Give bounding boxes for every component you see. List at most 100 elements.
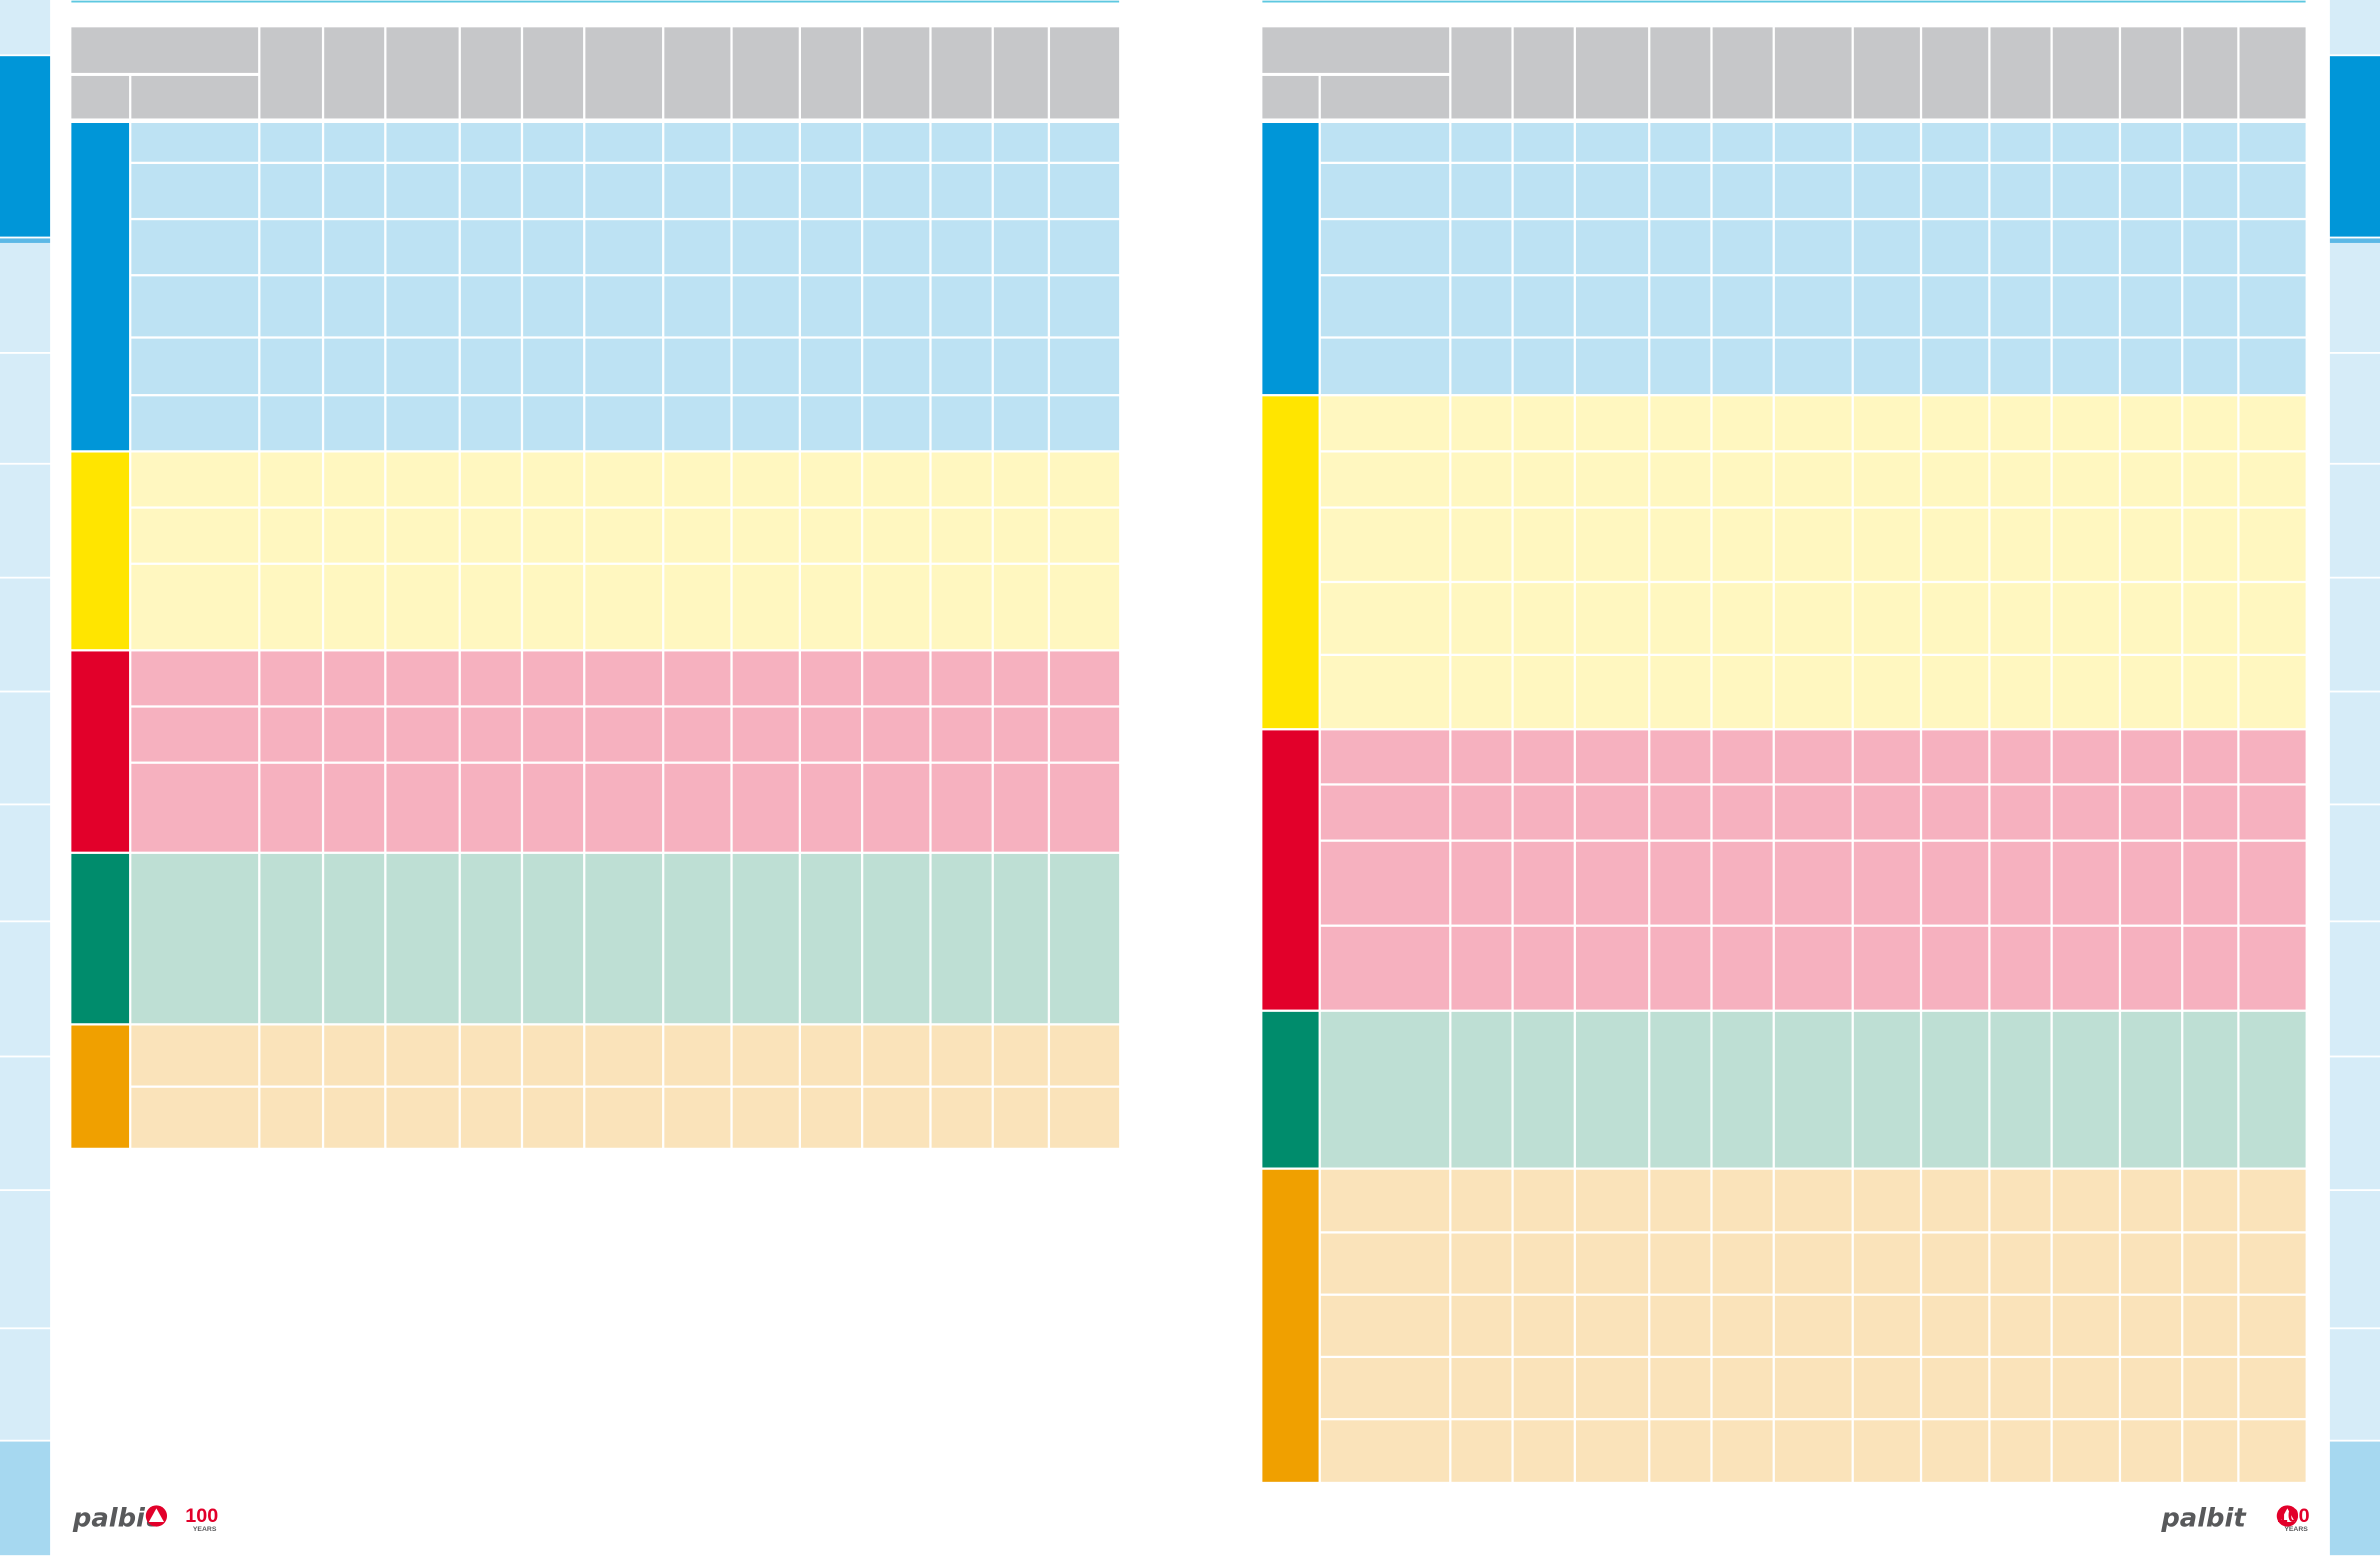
cell xyxy=(1712,1233,1773,1294)
cell xyxy=(386,220,459,275)
cell xyxy=(1774,396,1852,451)
cell xyxy=(1513,338,1574,395)
cell xyxy=(1853,1295,1920,1356)
cell xyxy=(931,508,992,563)
cell xyxy=(1320,396,1450,451)
cell xyxy=(993,763,1048,852)
cell xyxy=(1712,656,1773,729)
cell xyxy=(2052,1295,2119,1356)
cell xyxy=(1774,276,1852,337)
cell xyxy=(664,853,731,1024)
left-logo: palbit 100 YEARS xyxy=(72,1504,218,1534)
side-tab xyxy=(2329,56,2380,237)
cell xyxy=(993,338,1048,395)
cell xyxy=(1451,656,1512,729)
cell xyxy=(2239,452,2306,507)
cell xyxy=(993,1025,1048,1086)
cell xyxy=(1774,123,1852,162)
cell xyxy=(1513,583,1574,654)
cell xyxy=(2121,730,2182,784)
cell xyxy=(801,1025,861,1086)
cell xyxy=(1050,1025,1120,1086)
cell xyxy=(1922,1358,1989,1419)
cell xyxy=(1774,730,1852,784)
cell xyxy=(1451,1011,1512,1168)
cell xyxy=(1575,1011,1649,1168)
group-bar xyxy=(1262,730,1319,1010)
cell xyxy=(1990,785,2051,840)
cell xyxy=(324,763,385,852)
cell xyxy=(1853,276,1920,337)
cell xyxy=(2121,338,2182,395)
cell xyxy=(2121,785,2182,840)
cell xyxy=(863,123,930,162)
cell xyxy=(801,396,861,451)
cell xyxy=(1451,1169,1512,1232)
cell xyxy=(1853,508,1920,581)
cell xyxy=(1712,123,1773,162)
cell xyxy=(1513,841,1574,925)
cell xyxy=(931,123,992,162)
cell xyxy=(1853,926,1920,1010)
cell xyxy=(131,651,259,706)
header-cell xyxy=(2052,27,2119,119)
cell xyxy=(2052,452,2119,507)
cell xyxy=(1575,1233,1649,1294)
header-cell xyxy=(585,27,663,119)
cell xyxy=(1320,452,1450,507)
cell xyxy=(2239,396,2306,451)
cell xyxy=(1320,730,1450,784)
side-tab xyxy=(0,1441,51,1556)
cell xyxy=(863,276,930,337)
cell xyxy=(2052,1011,2119,1168)
cell xyxy=(2239,164,2306,218)
cell xyxy=(1513,220,1574,275)
cell xyxy=(863,396,930,451)
cell xyxy=(1050,564,1120,650)
cell xyxy=(131,508,259,563)
cell xyxy=(131,853,259,1024)
cell xyxy=(324,220,385,275)
cell xyxy=(324,276,385,337)
cell xyxy=(523,396,584,451)
cell xyxy=(1451,1233,1512,1294)
cell xyxy=(260,338,322,395)
cell xyxy=(1451,1420,1512,1482)
brand: palbit xyxy=(72,1504,159,1534)
header-cell xyxy=(1451,27,1512,119)
header-cell xyxy=(732,27,799,119)
cell xyxy=(801,1087,861,1148)
cell xyxy=(1320,220,1450,275)
cell xyxy=(664,452,731,507)
cell xyxy=(1513,1420,1574,1482)
header-cell xyxy=(324,27,385,119)
cell xyxy=(1650,926,1711,1010)
cell xyxy=(523,853,584,1024)
cell xyxy=(2239,1420,2306,1482)
cell xyxy=(863,164,930,218)
cell xyxy=(523,338,584,395)
group-bar xyxy=(1262,396,1319,729)
header-cell xyxy=(1853,27,1920,119)
cell xyxy=(1922,583,1989,654)
cell xyxy=(1922,338,1989,395)
cell xyxy=(460,276,521,337)
cell xyxy=(993,707,1048,762)
cell xyxy=(1853,785,1920,840)
cell xyxy=(2052,656,2119,729)
cell xyxy=(585,564,663,650)
cell xyxy=(1853,730,1920,784)
cell xyxy=(2052,583,2119,654)
cell xyxy=(460,1087,521,1148)
cell xyxy=(460,396,521,451)
cell xyxy=(2121,656,2182,729)
cell xyxy=(931,338,992,395)
side-tab xyxy=(2329,242,2380,352)
cell xyxy=(1650,1358,1711,1419)
cell xyxy=(2239,508,2306,581)
cell xyxy=(1650,338,1711,395)
cell xyxy=(1712,1358,1773,1419)
cell xyxy=(260,707,322,762)
cell xyxy=(2239,220,2306,275)
